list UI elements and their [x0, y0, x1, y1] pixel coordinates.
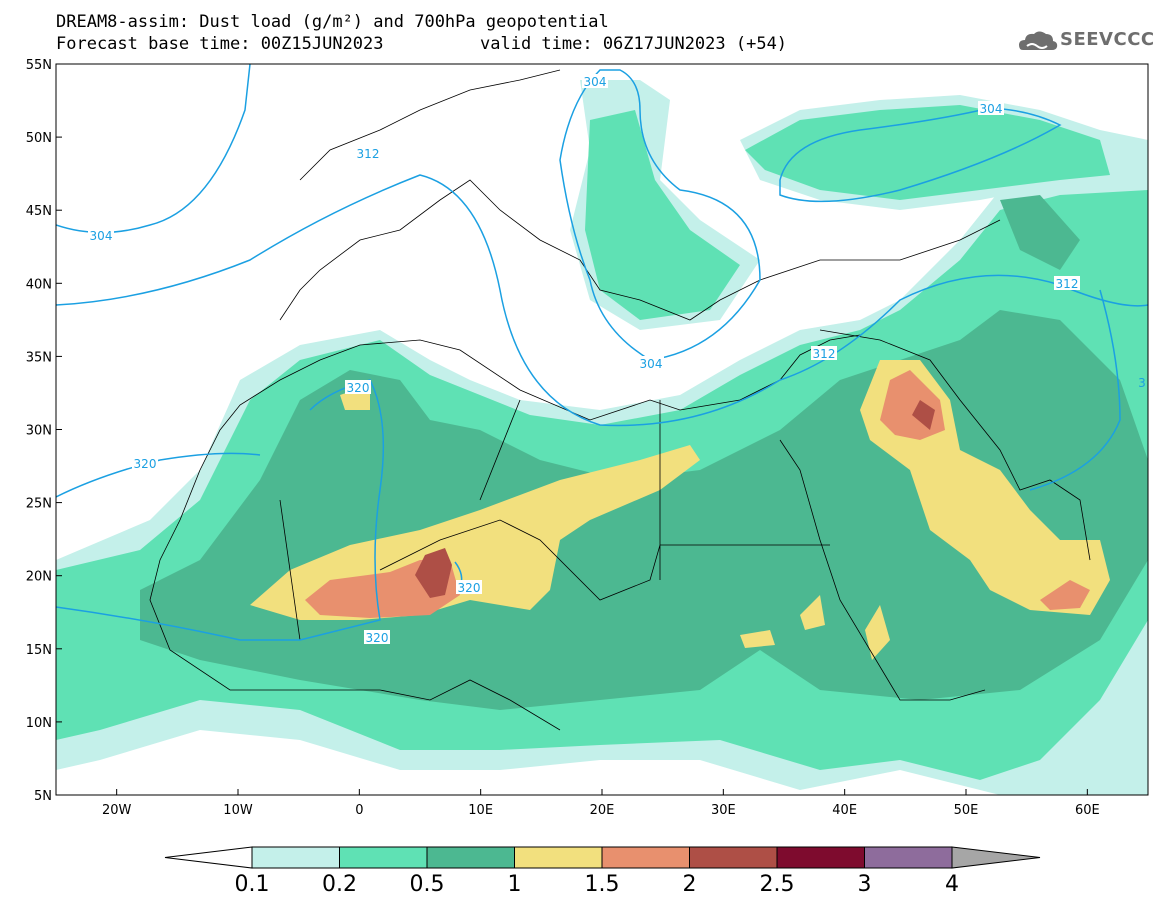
colorbar-over-arrow — [951, 846, 1041, 869]
dust-area-0.5 — [1000, 195, 1080, 270]
lon-label: 10W — [223, 803, 253, 818]
colorbar-level-label: 0.5 — [409, 872, 445, 897]
dust-area-2 — [912, 400, 935, 430]
dust-area-0.2 — [745, 105, 1110, 200]
contour-label: 304 — [90, 229, 113, 243]
border — [279, 399, 830, 641]
colorbar-under-arrow — [164, 846, 253, 869]
colorbar-level-label: 2 — [682, 872, 697, 897]
colorbar-level-label: 1 — [507, 872, 522, 897]
lon-label: 30E — [711, 803, 736, 818]
lat-label: 15N — [26, 643, 52, 658]
colorbar-segment — [514, 846, 603, 869]
lat-label: 5N — [34, 789, 52, 804]
colorbar-level-label: 4 — [945, 872, 959, 897]
coastline — [199, 334, 861, 471]
lat-label: 45N — [26, 204, 52, 219]
contour-label: 320 — [458, 581, 481, 595]
lat-label: 10N — [26, 716, 52, 731]
colorbar-level-label: 0.2 — [322, 872, 357, 897]
lat-label: 30N — [26, 424, 52, 439]
contour-label: 320 — [366, 631, 389, 645]
colorbar-segment — [689, 846, 778, 869]
valid-time: valid time: 06Z17JUN2023 (+54) — [480, 34, 788, 54]
contour-304 — [779, 107, 1062, 203]
contour-label: 312 — [1056, 277, 1079, 291]
colorbar — [164, 846, 1041, 869]
lon-label: 10E — [468, 803, 493, 818]
longitude-axis: 20W 10W 0 10E 20E 30E 40E 50E 60E — [102, 789, 1100, 818]
lat-label: 35N — [26, 350, 52, 365]
lon-label: 60E — [1075, 803, 1100, 818]
logo-text: SEEVCCC — [1060, 29, 1155, 50]
lat-label: 40N — [26, 277, 52, 292]
coastline — [819, 329, 1091, 561]
colorbar-level-label: 0.1 — [234, 872, 270, 897]
colorbar-segment — [339, 846, 428, 869]
contour-label: 312 — [357, 147, 380, 161]
colorbar-segment — [864, 846, 953, 869]
colorbar-level-label: 2.5 — [759, 872, 795, 897]
lat-label: 55N — [26, 58, 52, 73]
colorbar-level-label: 1.5 — [584, 872, 620, 897]
contour-label: 3 — [1138, 376, 1146, 390]
forecast-base-time: Forecast base time: 00Z15JUN2023 — [56, 34, 384, 54]
coastline — [149, 469, 561, 731]
colorbar-segment — [426, 846, 515, 869]
dust-area-1 — [800, 595, 825, 630]
map-title: DREAM8-assim: Dust load (g/m²) and 700hP… — [56, 12, 609, 32]
contour-label: 320 — [134, 457, 157, 471]
contour-label: 312 — [813, 347, 836, 361]
lon-label: 0 — [355, 803, 363, 818]
contour-labels: 304 304 304 304 312 312 312 320 320 320 … — [88, 74, 1146, 645]
dust-area-0.2 — [585, 110, 740, 320]
contour-label: 304 — [584, 75, 607, 89]
cloud-logo-icon — [1019, 31, 1058, 50]
dust-area-1 — [865, 605, 890, 660]
lon-label: 50E — [954, 803, 979, 818]
colorbar-segment — [776, 846, 865, 869]
coastline — [279, 179, 1001, 321]
coastline — [299, 69, 561, 181]
lon-label: 20E — [590, 803, 615, 818]
dust-area-1.5 — [1040, 580, 1090, 610]
lon-label: 40E — [832, 803, 857, 818]
coastline — [779, 439, 986, 701]
coastlines-borders — [149, 69, 1091, 731]
lat-label: 50N — [26, 131, 52, 146]
lon-label: 20W — [102, 803, 132, 818]
contour-label: 304 — [980, 102, 1003, 116]
latitude-axis: 55N 50N 45N 40N 35N 30N 25N 20N 15N 10N 5N — [26, 58, 62, 804]
dust-area-1 — [740, 630, 775, 648]
lat-label: 25N — [26, 497, 52, 512]
colorbar-segment — [251, 846, 340, 869]
contour-label: 304 — [640, 357, 663, 371]
colorbar-segment — [601, 846, 690, 869]
contour-312 — [56, 174, 1148, 427]
dust-area-2 — [415, 548, 452, 598]
contour-304 — [559, 69, 761, 361]
contour-320 — [56, 452, 261, 498]
lat-label: 20N — [26, 570, 52, 585]
contour-312 — [1029, 289, 1121, 491]
contour-label: 320 — [347, 381, 370, 395]
colorbar-level-label: 3 — [857, 872, 872, 897]
